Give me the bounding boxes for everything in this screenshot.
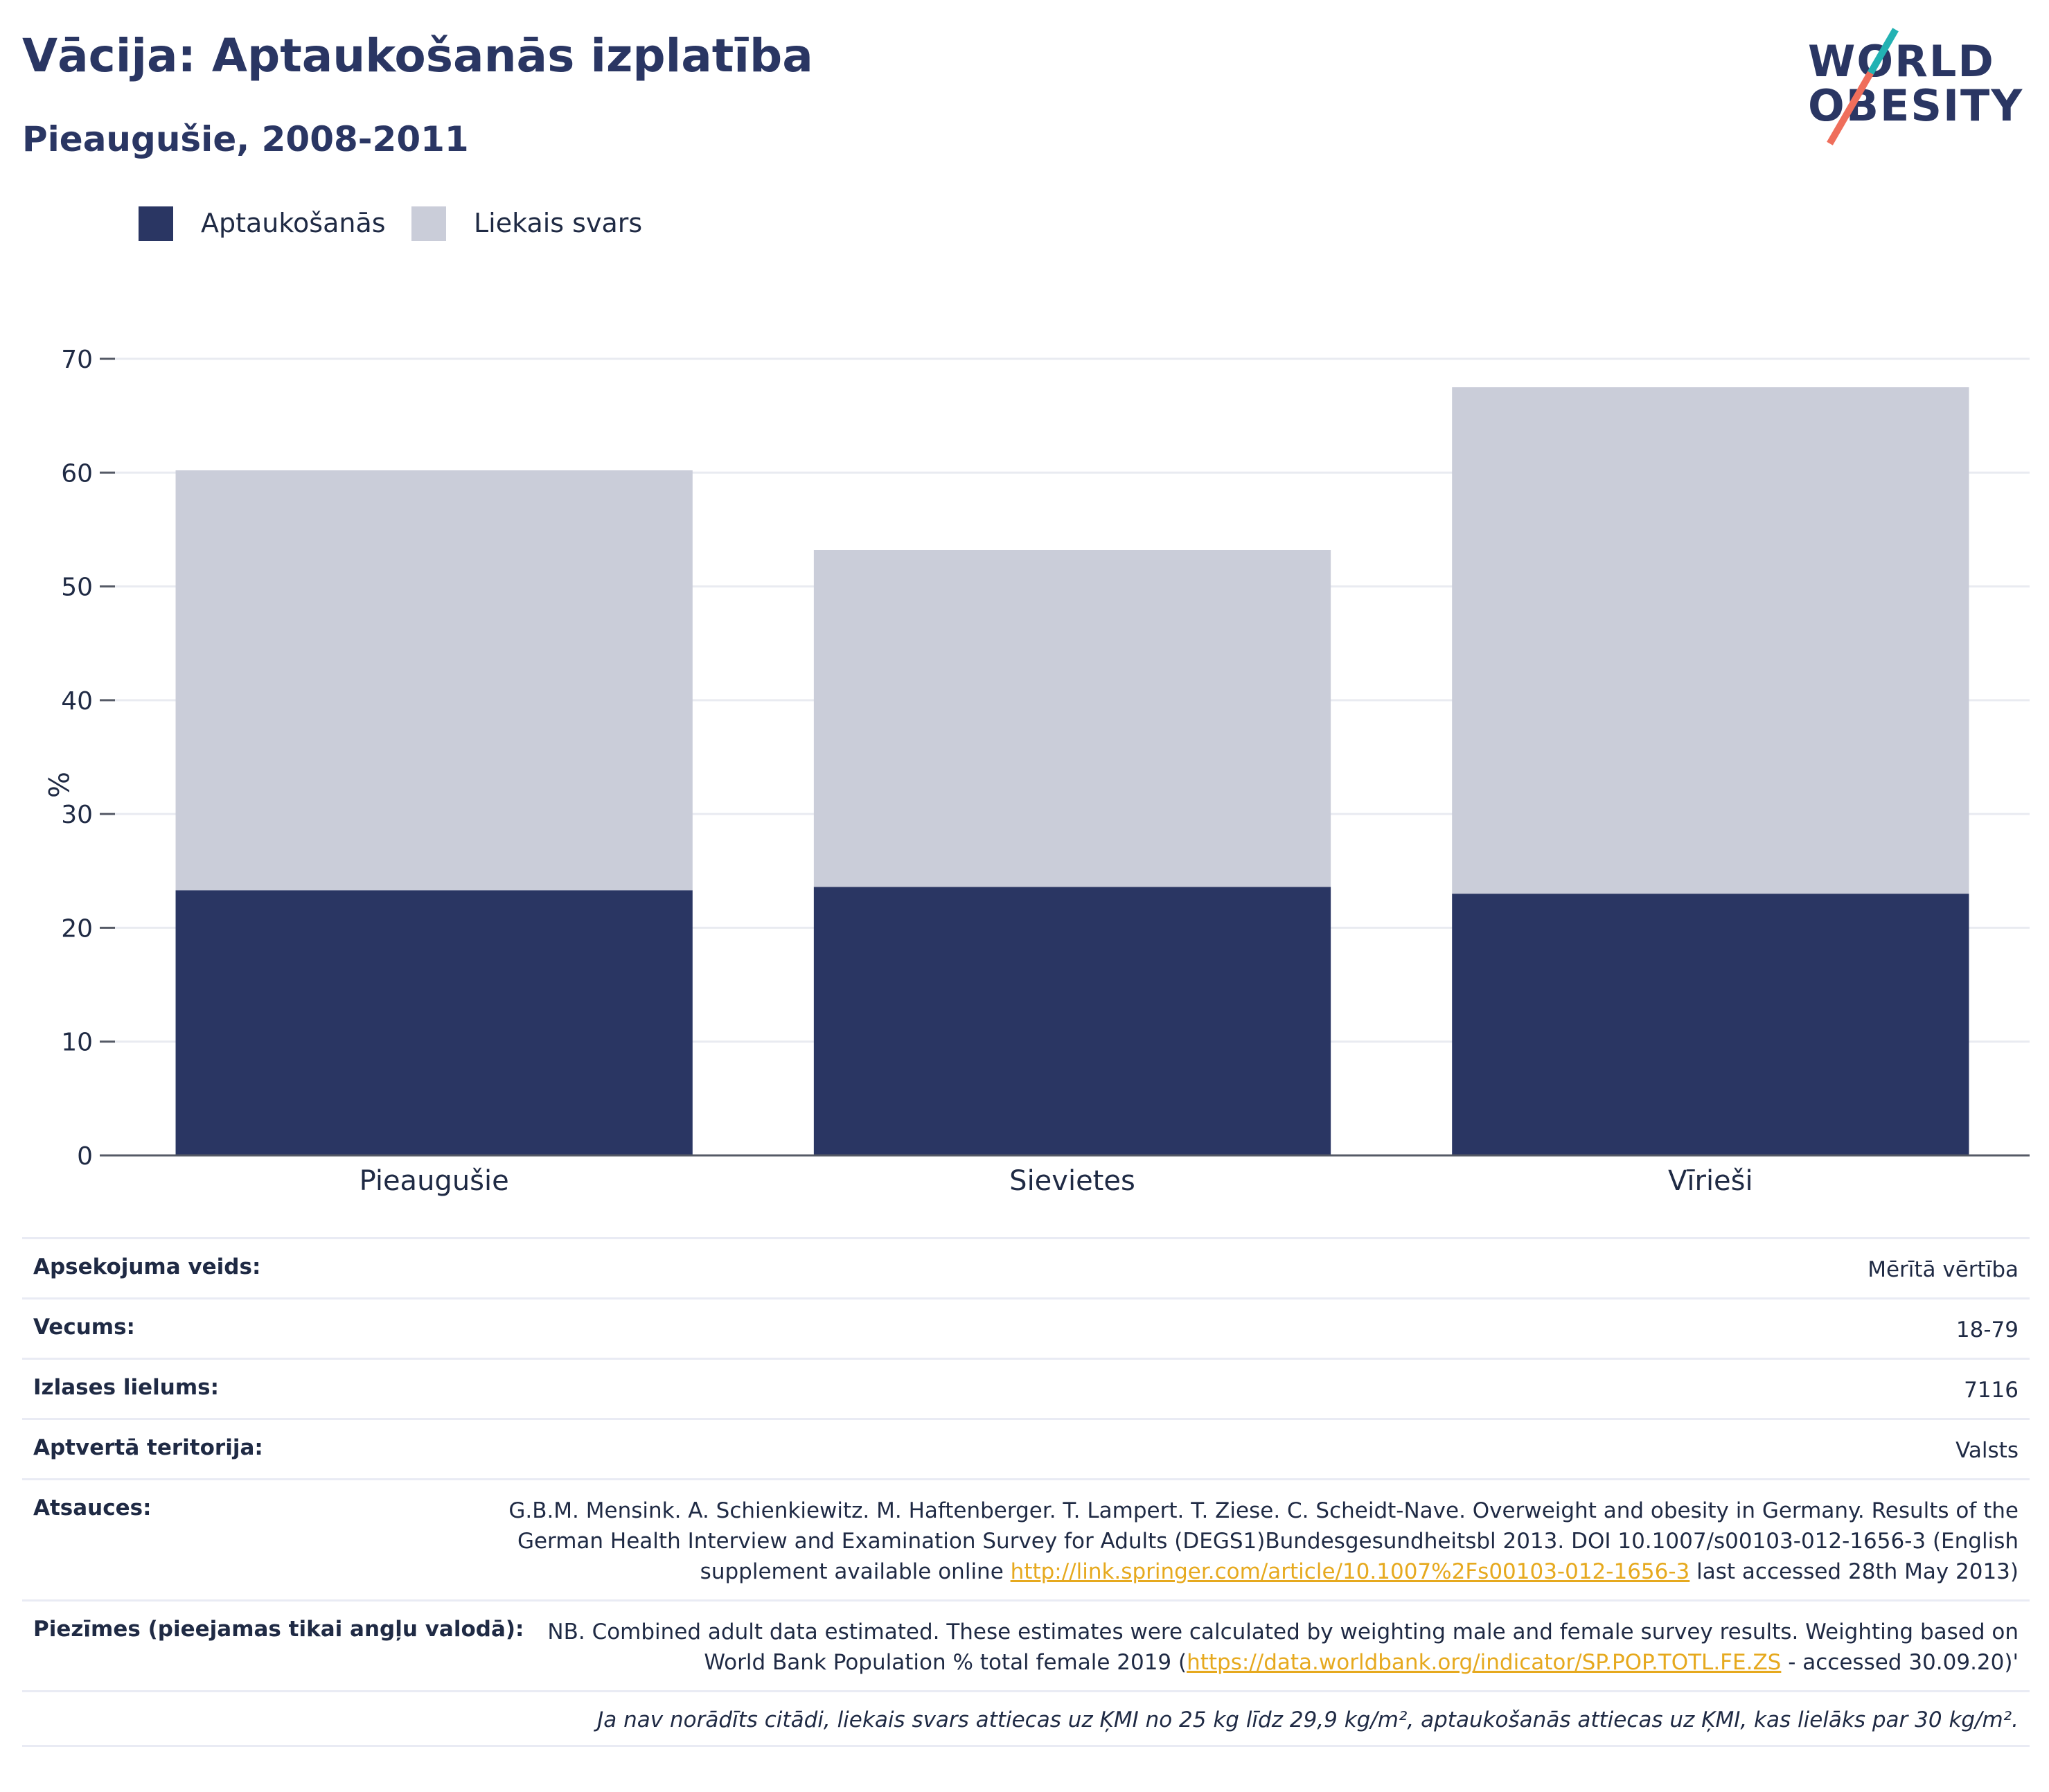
survey-details-table: Apsekojuma veids: Mērītā vērtība Vecums:… [22, 1237, 2030, 1747]
references-text-after: last accessed 28th May 2013) [1689, 1559, 2019, 1584]
notes-text-after: - accessed 30.09.20)' [1781, 1650, 2019, 1675]
stacked-bar-chart: 0 10 20 30 40 50 60 70% Pieaugušie Sievietes Vīrie… [42, 346, 2030, 1197]
meta-label: Vecums: [33, 1315, 135, 1340]
x-tick-label: Pieaugušie [360, 1165, 509, 1197]
meta-row-notes: Piezīmes (pieejamas tikai angļu valodā):… [22, 1599, 2030, 1690]
logo-line-1: WORLD [1808, 36, 1995, 87]
notes-link[interactable]: https://data.worldbank.org/indicator/SP.… [1187, 1650, 1782, 1675]
legend-swatch-overweight [411, 206, 446, 241]
meta-label: Atsauces: [33, 1496, 152, 1520]
bar-obesity[interactable] [1452, 894, 1969, 1155]
references-link[interactable]: http://link.springer.com/article/10.1007… [1010, 1559, 1690, 1584]
bar-overweight[interactable] [1452, 387, 1969, 894]
bar-obesity[interactable] [175, 890, 693, 1155]
y-tick-label: 70 [61, 346, 93, 374]
y-tick-label: 40 [61, 687, 93, 716]
meta-value: 18-79 [1955, 1318, 2019, 1342]
bar-overweight[interactable] [175, 470, 693, 891]
references-text: G.B.M. Mensink. A. Schienkiewitz. M. Haf… [508, 1496, 2019, 1587]
page-subtitle: Pieaugušie, 2008-2011 [22, 119, 469, 159]
meta-value: 7116 [1964, 1378, 2019, 1403]
world-obesity-logo: WORLD OBESITY [1808, 21, 2030, 145]
meta-row-sample-size: Izlases lielums: 7116 [22, 1358, 2030, 1418]
meta-row-survey-type: Apsekojuma veids: Mērītā vērtība [22, 1237, 2030, 1297]
y-tick-label: 50 [61, 574, 93, 602]
legend-label-obesity: Aptaukošanās [201, 208, 386, 238]
x-tick-label: Vīrieši [1668, 1165, 1753, 1197]
page-title: Vācija: Aptaukošanās izplatība [22, 29, 813, 82]
bar-overweight[interactable] [813, 550, 1331, 887]
bar-obesity[interactable] [813, 887, 1331, 1155]
bmi-footnote: Ja nav norādīts citādi, liekais svars at… [22, 1690, 2030, 1747]
y-tick-label: 60 [61, 459, 93, 488]
meta-label: Izlases lielums: [33, 1375, 219, 1400]
meta-row-coverage: Aptvertā teritorija: Valsts [22, 1418, 2030, 1478]
meta-row-age: Vecums: 18-79 [22, 1297, 2030, 1358]
notes-text: NB. Combined adult data estimated. These… [524, 1617, 2019, 1678]
legend-swatch-obesity [139, 206, 173, 241]
x-tick-label: Sievietes [1009, 1165, 1135, 1197]
legend-label-overweight: Liekais svars [474, 208, 643, 238]
meta-row-references: Atsauces: G.B.M. Mensink. A. Schienkiewi… [22, 1478, 2030, 1599]
meta-label: Piezīmes (pieejamas tikai angļu valodā): [33, 1617, 524, 1642]
y-tick-label: 20 [61, 914, 93, 943]
references-text-before: G.B.M. Mensink. A. Schienkiewitz. M. Haf… [508, 1498, 2019, 1584]
meta-label: Apsekojuma veids: [33, 1254, 261, 1279]
y-tick-label: 10 [61, 1029, 93, 1057]
y-tick-label: 30 [61, 801, 93, 829]
y-axis-title: % [42, 772, 73, 798]
y-tick-label: 0 [77, 1142, 93, 1171]
meta-value: Mērītā vērtība [1868, 1257, 2019, 1282]
notes-text-before: NB. Combined adult data estimated. These… [547, 1620, 2019, 1675]
meta-value: Valsts [1955, 1438, 2019, 1463]
meta-label: Aptvertā teritorija: [33, 1435, 263, 1460]
